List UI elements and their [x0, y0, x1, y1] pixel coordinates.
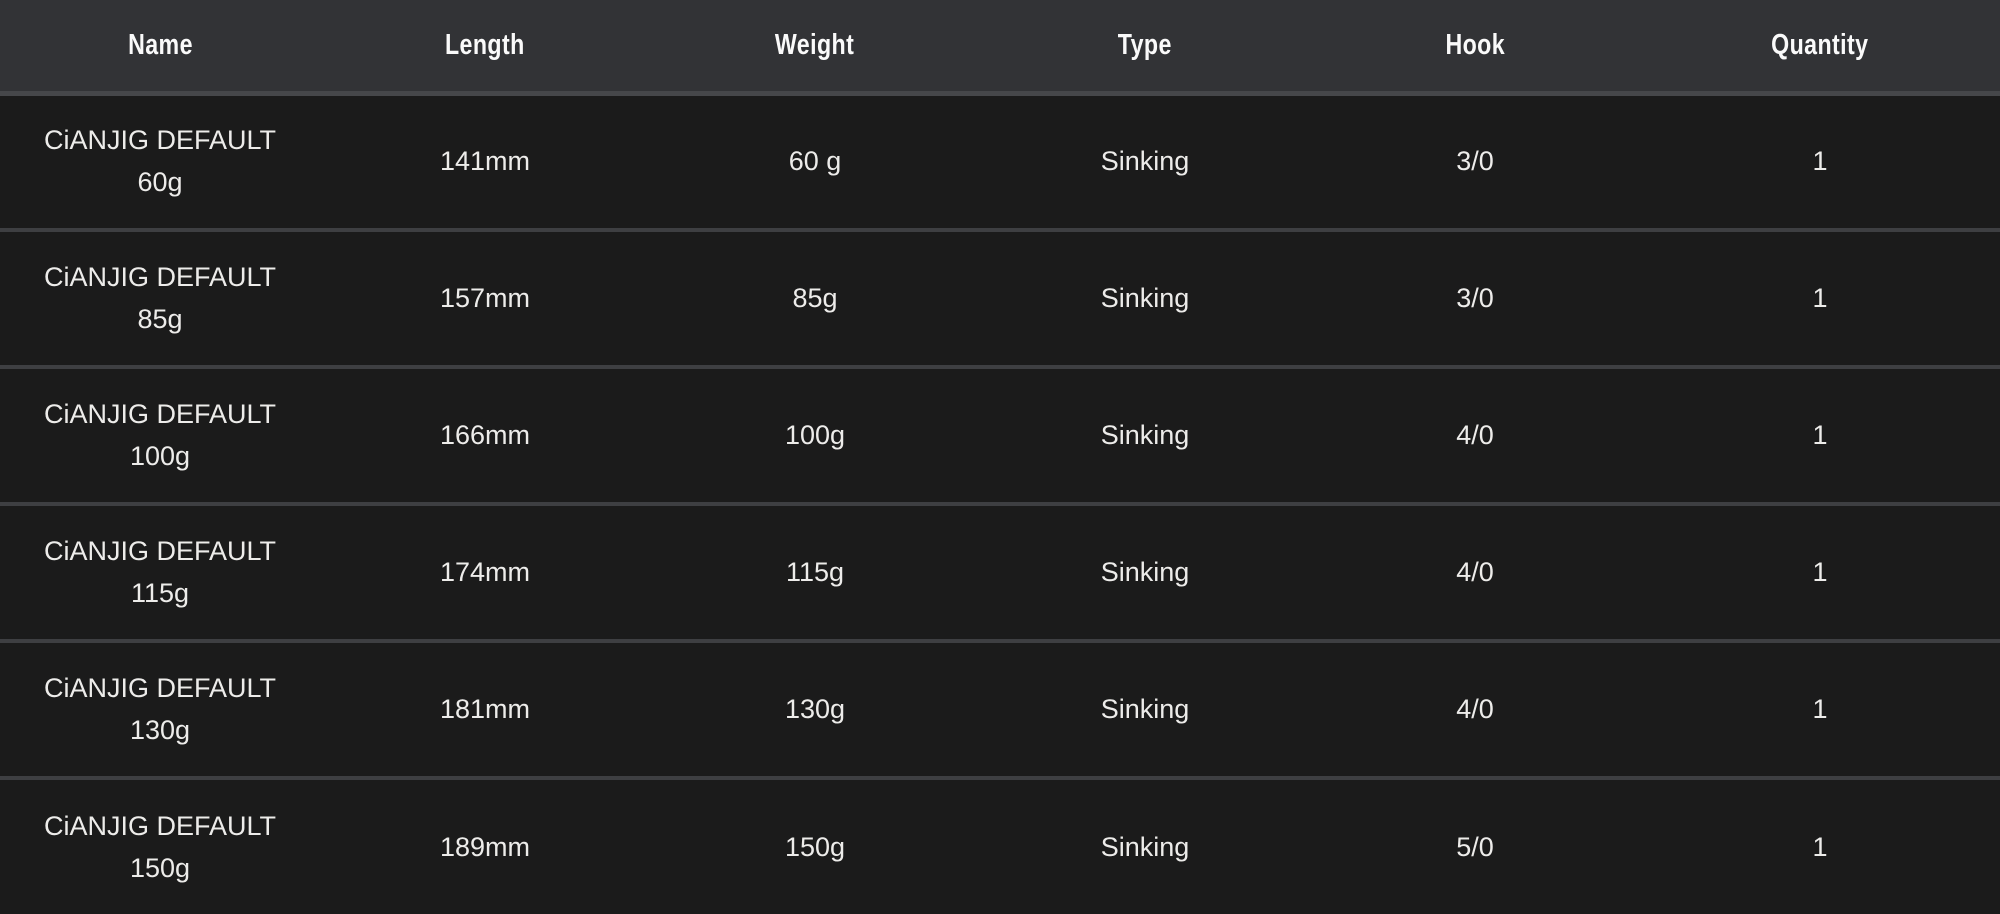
cell-type: Sinking	[1100, 145, 1190, 176]
column-header-weight: Weight	[650, 0, 980, 96]
column-header-type-label: Type	[1117, 28, 1173, 61]
table-row: CiANJIG DEFAULT 85g 157mm 85g Sinking 3/…	[0, 230, 2000, 367]
cell-hook: 4/0	[1456, 693, 1494, 724]
column-header-name-label: Name	[127, 28, 193, 61]
cell-length: 166mm	[439, 419, 531, 450]
cell-quantity: 1	[1812, 831, 1828, 862]
cell-name: CiANJIG DEFAULT 130g	[43, 672, 277, 745]
column-header-hook-label: Hook	[1445, 28, 1505, 61]
cell-name: CiANJIG DEFAULT 60g	[43, 124, 277, 197]
cell-quantity: 1	[1812, 282, 1828, 313]
table-header: Name Length Weight Type Hook Quantity	[0, 0, 2000, 96]
column-header-name: Name	[0, 0, 320, 96]
table-row: CiANJIG DEFAULT 100g 166mm 100g Sinking …	[0, 367, 2000, 504]
cell-weight: 150g	[784, 831, 846, 862]
column-header-hook: Hook	[1310, 0, 1640, 96]
cell-type: Sinking	[1100, 693, 1190, 724]
column-header-length-label: Length	[445, 28, 525, 61]
table-row: CiANJIG DEFAULT 60g 141mm 60 g Sinking 3…	[0, 93, 2000, 230]
column-header-quantity: Quantity	[1640, 0, 2000, 96]
cell-quantity: 1	[1812, 556, 1828, 587]
cell-hook: 4/0	[1456, 419, 1494, 450]
column-header-quantity-label: Quantity	[1771, 28, 1869, 61]
cell-hook: 3/0	[1456, 282, 1494, 313]
cell-length: 141mm	[439, 145, 531, 176]
cell-weight: 60 g	[788, 145, 842, 176]
table-row: CiANJIG DEFAULT 115g 174mm 115g Sinking …	[0, 504, 2000, 641]
cell-name: CiANJIG DEFAULT 150g	[43, 810, 277, 883]
cell-weight: 85g	[792, 282, 838, 313]
cell-type: Sinking	[1100, 282, 1190, 313]
cell-hook: 5/0	[1456, 831, 1494, 862]
cell-type: Sinking	[1100, 556, 1190, 587]
cell-weight: 115g	[785, 556, 845, 587]
cell-hook: 4/0	[1456, 556, 1494, 587]
cell-length: 189mm	[439, 831, 531, 862]
table-row: CiANJIG DEFAULT 150g 189mm 150g Sinking …	[0, 778, 2000, 914]
column-header-length: Length	[320, 0, 650, 96]
table-body: CiANJIG DEFAULT 60g 141mm 60 g Sinking 3…	[0, 93, 2000, 914]
cell-weight: 130g	[784, 693, 846, 724]
cell-type: Sinking	[1100, 419, 1190, 450]
column-header-type: Type	[980, 0, 1310, 96]
cell-length: 174mm	[439, 556, 531, 587]
cell-type: Sinking	[1100, 831, 1190, 862]
cell-quantity: 1	[1812, 419, 1828, 450]
cell-hook: 3/0	[1456, 145, 1494, 176]
cell-name: CiANJIG DEFAULT 100g	[43, 398, 277, 471]
cell-name: CiANJIG DEFAULT 115g	[43, 535, 277, 608]
table-row: CiANJIG DEFAULT 130g 181mm 130g Sinking …	[0, 641, 2000, 778]
cell-weight: 100g	[784, 419, 846, 450]
cell-length: 181mm	[439, 693, 531, 724]
cell-quantity: 1	[1812, 145, 1828, 176]
cell-name: CiANJIG DEFAULT 85g	[43, 261, 277, 334]
column-header-weight-label: Weight	[775, 28, 855, 61]
cell-quantity: 1	[1812, 693, 1828, 724]
header-row: Name Length Weight Type Hook Quantity	[0, 0, 2000, 96]
cell-length: 157mm	[439, 282, 531, 313]
